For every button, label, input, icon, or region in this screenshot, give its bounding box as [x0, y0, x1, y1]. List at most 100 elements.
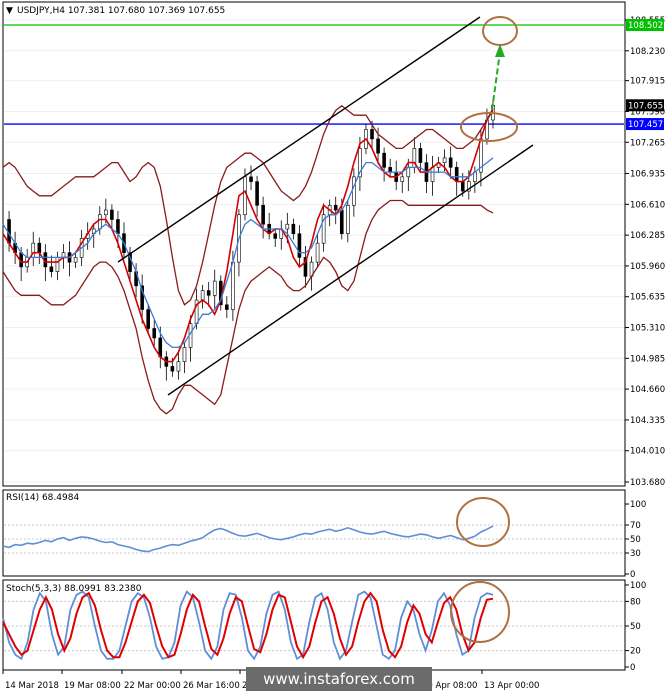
watermark: www.instaforex.com	[263, 670, 415, 688]
time-tick-label: 22 Mar 00:00	[124, 681, 181, 691]
price-tick-label: 104.660	[630, 385, 665, 395]
series-bb_lower	[2, 199, 494, 415]
candle-body	[182, 347, 187, 362]
candle-body	[249, 176, 253, 182]
watermark-box	[246, 667, 432, 691]
candle-body	[358, 148, 362, 178]
stoch-tick-label: 50	[630, 622, 641, 632]
price-tick-label: 105.310	[630, 324, 665, 334]
price-tick-label: 107.915	[630, 77, 665, 87]
candle-body	[418, 148, 423, 163]
candle-body	[140, 285, 144, 310]
rsi-circle	[456, 497, 510, 547]
candle-body	[146, 309, 150, 329]
stoch-tick-label: 100	[630, 581, 646, 591]
level-tags: 108.502 107.655 107.457	[626, 19, 664, 131]
stoch-line	[2, 590, 494, 661]
candle-body	[333, 204, 338, 211]
candle-body	[315, 242, 320, 263]
candle-body	[176, 361, 181, 372]
candle-body	[55, 257, 60, 272]
price-tick-label: 105.635	[630, 293, 665, 303]
price-tick-label: 107.590	[630, 107, 665, 117]
rsi-tick-label: 30	[630, 549, 641, 559]
candle-body	[352, 176, 356, 206]
candle-body	[430, 167, 435, 182]
stoch-title: Stoch(5,3,3) 88.0991 83.2380	[6, 584, 142, 594]
candle-body	[200, 290, 205, 301]
level-tag-107.457	[626, 118, 664, 131]
time-tick-label: 10 Apr 08:00	[422, 681, 477, 691]
price-tick-label: 105.960	[630, 262, 665, 272]
candle-body	[382, 152, 386, 168]
price-tick-label: 103.680	[630, 478, 665, 488]
candle-body	[400, 176, 405, 182]
time-tick-label: 19 Mar 08:00	[64, 681, 121, 691]
level-tag-107.655	[626, 99, 664, 112]
candle-body	[170, 366, 175, 372]
candle-body	[73, 257, 78, 263]
main-layer	[2, 19, 624, 483]
candle-body	[346, 204, 350, 235]
price-tick-label: 104.335	[630, 416, 665, 426]
candle-body	[255, 181, 259, 206]
price-tick-label: 106.935	[630, 170, 665, 180]
time-tick-label: 13 Apr 00:00	[484, 681, 539, 691]
price-tick-label: 106.610	[630, 200, 665, 210]
main-panel	[2, 1, 626, 487]
price-tick-label: 107.265	[630, 138, 665, 148]
channel-upper-line	[117, 16, 481, 263]
price-tick-label: 104.985	[630, 354, 665, 364]
candle-body	[388, 167, 392, 173]
rsi-tick-label: 0	[630, 570, 635, 580]
stoch-layer	[2, 590, 624, 661]
rsi-layer	[2, 524, 624, 554]
candle-body	[321, 214, 326, 244]
candle-body	[297, 233, 302, 258]
stoch-axis: 100 80 50 20 0	[625, 581, 646, 673]
price-tick-label: 104.010	[630, 447, 665, 457]
rsi-title: RSI(14) 68.4984	[6, 493, 79, 503]
level-tag-label: 108.502	[628, 21, 663, 31]
series-bb_upper	[2, 104, 494, 306]
rsi-line	[2, 525, 494, 553]
candle-body	[370, 129, 374, 140]
price-tick-label: 106.285	[630, 231, 665, 241]
series-fast_ma	[2, 108, 494, 363]
candle-body	[225, 304, 229, 310]
candle-body	[97, 214, 102, 230]
forecast-arrow-line	[491, 51, 501, 111]
candle-body	[448, 157, 453, 168]
candle-body	[261, 204, 265, 225]
candle-body	[442, 157, 447, 163]
time-tick-label: 14 Mar 2018	[5, 681, 59, 691]
channel-lower-line	[167, 144, 534, 396]
series-slow_ma	[2, 157, 494, 349]
candle-body	[303, 257, 308, 277]
level-tag-label: 107.457	[628, 120, 663, 130]
stoch-tick-label: 0	[630, 663, 635, 673]
level-tag-108.502	[626, 19, 664, 32]
rsi-axis: 100 70 50 30 0	[625, 500, 646, 580]
candle-body	[285, 223, 290, 230]
candle-body	[152, 328, 157, 339]
stoch-line	[2, 591, 494, 660]
candle-body	[273, 233, 278, 239]
stoch-tick-label: 20	[630, 647, 641, 657]
candle-body	[467, 181, 471, 192]
candle-body	[291, 223, 296, 235]
price-tick-label: 108.230	[630, 47, 665, 57]
symbol-triangle[interactable]: ▼	[6, 6, 13, 16]
price-axis: 108.555108.230107.915107.590107.265106.9…	[625, 16, 665, 488]
rsi-tick-label: 100	[630, 500, 646, 510]
stoch-circle	[450, 581, 510, 643]
candle-body	[376, 138, 380, 154]
breakout-circle	[460, 112, 518, 142]
candle-body	[231, 261, 235, 310]
analysis-drawings	[117, 16, 534, 643]
forecast-arrow-head	[495, 44, 505, 57]
main-chart-title: USDJPY,H4 107.381 107.680 107.369 107.65…	[17, 6, 225, 16]
candle-body	[110, 209, 114, 220]
